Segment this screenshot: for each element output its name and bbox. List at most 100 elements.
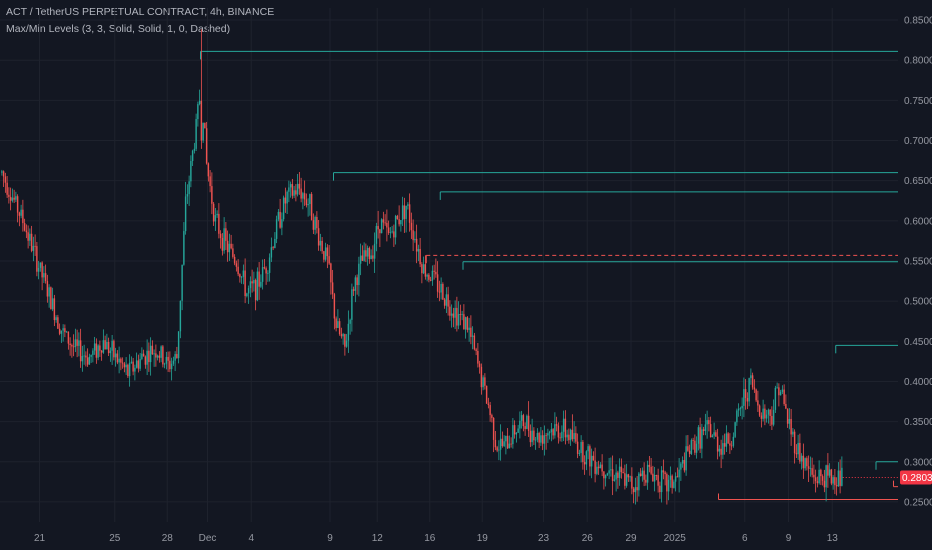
candle-body [489,405,491,416]
time-axis[interactable]: 21 25 28 Dec 4 9 12 16 19 23 26 29 2025 6 9 13 [34,533,838,544]
candle-body [722,443,724,455]
candle-body [576,441,579,454]
last-price-tag: 0.28038 [842,470,932,485]
candle-body [309,194,311,205]
x-tick-label: 28 [162,533,174,544]
candle-body [753,387,756,390]
candle-body [354,277,357,291]
candle-body [594,460,596,474]
candle-body [345,340,348,347]
candle-body [100,350,103,353]
candle-body [197,104,199,120]
candle-body [839,470,841,486]
candle-body [512,425,514,445]
candle-body [415,238,418,252]
candle-body [478,363,481,367]
candle-body [146,350,148,365]
candle-body [239,274,241,278]
candle-body [788,418,791,424]
candle-body [403,205,406,219]
candle-body [779,391,782,396]
candlestick-series [1,29,843,505]
candle-body [825,465,827,488]
candle-body [359,255,362,264]
candle-body [688,450,691,454]
candle-body [718,448,721,452]
indicator-legend[interactable]: Max/Min Levels (3, 3, Solid, Solid, 1, 0… [6,23,231,35]
candle-body [39,262,42,268]
candle-body [137,360,140,369]
candle-body [631,476,633,489]
candle-body [785,404,787,409]
candle-body [526,415,528,429]
candle-body [527,415,530,431]
chart-grid [0,8,898,522]
candle-body [585,451,588,465]
candle-body [681,460,684,464]
candle-body [370,255,372,260]
candle-body [781,389,784,392]
candle-body [538,432,540,443]
candle-body [99,345,101,351]
candle-body [139,358,141,369]
candle-body [424,264,427,277]
candle-body [774,387,777,410]
candle-body [106,341,108,350]
candle-body [265,268,267,274]
candle-body [64,328,66,333]
candle-body [356,277,358,286]
candle-body [816,481,819,484]
candle-body [697,427,700,444]
candle-body [547,433,549,436]
candle-body [13,197,15,200]
candle-body [606,473,609,475]
candle-body [755,389,757,401]
candle-body [338,321,341,335]
candle-body [422,264,425,274]
candle-body [324,247,327,260]
candle-body [673,481,675,488]
candle-body [184,196,187,232]
candle-body [344,334,346,347]
candle-body [674,476,677,482]
candle-body [680,463,682,470]
candle-body [200,100,203,141]
candle-body [256,271,259,301]
x-tick-label: 25 [109,533,121,544]
candle-body [841,467,843,486]
candle-body [715,432,717,437]
candle-body [158,355,161,358]
candle-body [191,150,194,162]
candle-body [480,366,483,388]
candle-body [445,294,448,306]
candle-body [701,429,703,449]
candle-body [827,465,829,476]
candle-body [823,480,826,488]
candle-body [225,228,227,241]
candle-body [65,331,68,333]
candle-body [272,247,274,249]
candle-body [270,247,273,258]
x-tick-label: Dec [199,533,217,544]
candle-body [506,435,509,449]
candle-body [704,424,707,431]
candle-body [160,346,162,358]
candle-body [762,408,764,419]
candle-body [57,317,59,329]
candle-body [284,197,287,204]
candle-body [165,356,168,364]
candle-body [790,418,792,435]
candle-body [461,314,463,316]
candle-body [652,473,654,482]
x-tick-label: 13 [827,533,839,544]
candle-body [92,350,94,355]
candle-body [247,288,250,294]
candle-body [130,361,133,363]
candle-body [834,477,836,486]
candle-body [772,409,775,425]
candle-body [447,294,449,307]
